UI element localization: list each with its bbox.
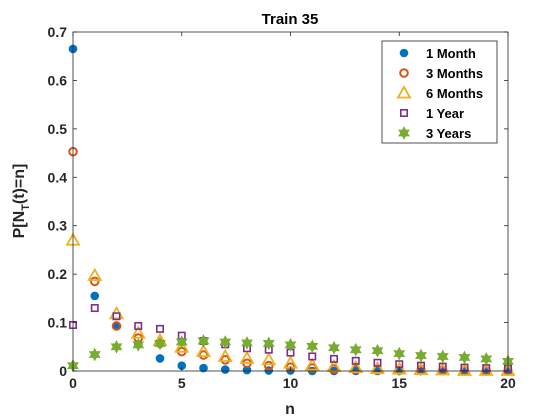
data-point	[415, 348, 427, 363]
data-point	[219, 335, 232, 349]
x-tick-label: 0	[69, 375, 77, 391]
y-tick-label: 0	[59, 363, 67, 379]
y-tick-label: 0.3	[48, 218, 68, 234]
y-tick-label: 0.6	[48, 72, 68, 88]
y-tick-label: 0.1	[48, 315, 68, 331]
data-point	[480, 352, 493, 366]
data-point	[328, 340, 340, 355]
legend-label: 3 Months	[426, 66, 483, 81]
data-point	[156, 324, 165, 333]
data-point	[458, 350, 471, 365]
data-point	[371, 343, 384, 358]
x-tick-label: 20	[500, 375, 516, 391]
legend-marker	[399, 109, 408, 118]
chart-title: Train 35	[262, 11, 319, 28]
data-point	[87, 267, 103, 281]
data-point	[217, 348, 233, 362]
data-point	[110, 339, 123, 354]
data-point	[89, 276, 100, 287]
legend-marker	[398, 126, 410, 140]
data-point	[284, 338, 297, 352]
data-point	[90, 304, 99, 313]
legend: 1 Month 3 Months 6 Months 1 Year 3 Years	[381, 40, 498, 144]
y-axis-label-subscript: T	[20, 204, 32, 211]
data-point	[220, 365, 230, 374]
data-point	[155, 354, 165, 363]
data-point	[195, 343, 212, 358]
y-axis-label-rest: (t)=n]	[11, 164, 28, 204]
data-point	[438, 362, 447, 371]
data-point	[241, 336, 253, 350]
data-point	[349, 342, 362, 357]
data-point	[262, 336, 275, 351]
y-axis-label-main: P[N	[11, 211, 28, 239]
data-point	[130, 325, 146, 339]
data-point	[174, 339, 190, 353]
y-axis-label: P[NT(t)=n]	[11, 164, 32, 239]
x-tick-label: 5	[178, 375, 186, 391]
y-tick-label: 0.7	[48, 24, 68, 40]
x-axis-label: n	[285, 401, 295, 418]
data-point	[306, 339, 319, 354]
y-tick-label: 0.5	[48, 121, 68, 137]
data-point	[220, 355, 231, 365]
data-point	[348, 359, 364, 374]
data-point	[351, 356, 360, 365]
ticks: 0 5 10 15 20 0 0.1 0.2 0.3 0.4 0.5 0.6 0.7	[48, 24, 516, 391]
data-point	[134, 321, 143, 330]
data-point	[329, 354, 338, 363]
legend-marker	[399, 48, 409, 58]
data-point	[304, 357, 320, 371]
data-point	[308, 352, 317, 361]
data-point	[132, 338, 145, 352]
data-point	[391, 361, 407, 375]
legend-label: 1 Year	[426, 106, 464, 121]
y-tick-label: 0.4	[48, 169, 68, 185]
legend-label: 1 Month	[426, 46, 476, 61]
data-point	[175, 335, 188, 349]
data-point	[199, 363, 208, 373]
data-point	[111, 321, 122, 331]
data-point	[88, 347, 101, 362]
data-point	[436, 349, 449, 364]
data-point	[198, 350, 209, 360]
data-point	[373, 358, 382, 367]
data-point	[239, 350, 255, 364]
legend-marker	[399, 68, 409, 78]
legend-label: 6 Months	[426, 86, 483, 101]
x-tick-label: 10	[283, 375, 299, 391]
data-point	[197, 334, 210, 348]
y-tick-label: 0.2	[48, 266, 68, 282]
data-point	[261, 352, 277, 366]
data-point	[369, 360, 386, 374]
data-point	[90, 291, 100, 301]
legend-marker	[396, 85, 412, 99]
data-point	[112, 312, 121, 321]
data-point	[307, 363, 318, 373]
data-point	[393, 346, 406, 361]
data-point	[416, 361, 425, 370]
data-point	[263, 360, 274, 371]
x-tick-label: 15	[391, 375, 407, 391]
data-point	[154, 336, 166, 351]
legend-label: 3 Years	[426, 126, 471, 141]
